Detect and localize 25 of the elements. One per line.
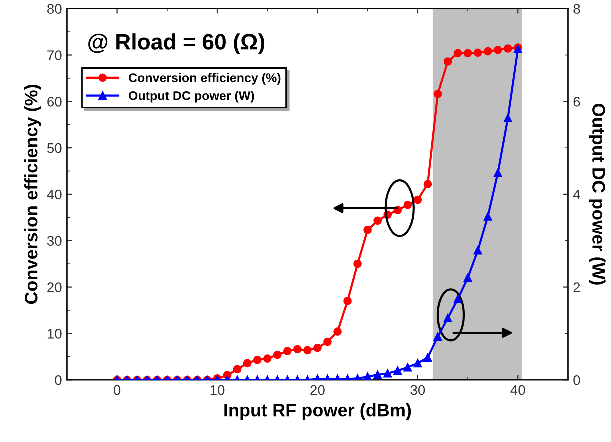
annotation: @ Rload = 60 (Ω) (88, 34, 265, 54)
y-tick-label: 80 (48, 4, 62, 14)
y-tick-label: 70 (48, 50, 62, 60)
y2-tick-label: 0 (574, 375, 580, 386)
y2-tick-label: 2 (574, 282, 580, 292)
x-tick-label: 30 (410, 385, 426, 396)
x-axis-title: Input RF power (dBm) (224, 403, 412, 420)
x-tick-label: 20 (310, 385, 325, 396)
y-tick-label: 10 (48, 329, 62, 339)
y2-tick-label: 4 (573, 190, 580, 200)
y-tick-label: 60 (48, 96, 62, 107)
y-tick-label: 20 (48, 282, 62, 292)
y2-tick-label: 6 (574, 96, 580, 107)
x-tick-label: 0 (114, 385, 121, 396)
y-axis-title: Conversion efficiency (%) (24, 85, 42, 304)
x-tick-label: 40 (510, 385, 526, 396)
y-tick-label: 50 (47, 143, 62, 154)
y-tick-label: 40 (47, 190, 62, 200)
y2-tick-label: 8 (574, 4, 580, 14)
y2-axis-title: Output DC power (W) (588, 104, 606, 285)
legend-label: Conversion efficiency (%) (129, 73, 281, 85)
x-tick-label: 10 (210, 385, 225, 396)
legend-label: Output DC power (W) (129, 91, 254, 103)
y-tick-label: 30 (47, 236, 62, 246)
y-tick-label: 0 (55, 375, 62, 386)
